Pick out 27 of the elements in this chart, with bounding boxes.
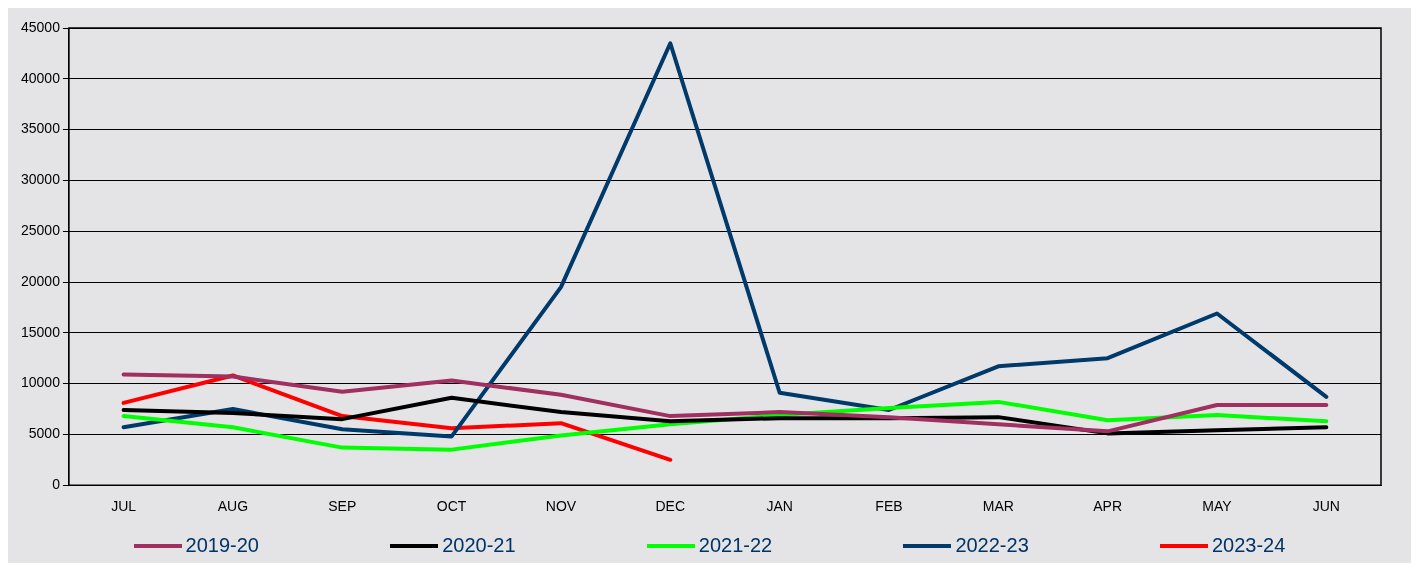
x-tick-label: APR: [1093, 498, 1123, 515]
y-tick-label: 5000: [28, 425, 61, 442]
x-tick-label: JAN: [766, 498, 793, 515]
y-tick-label: 15000: [20, 323, 61, 340]
x-tick-label: MAR: [982, 498, 1014, 515]
legend-label: 2019-20: [185, 534, 259, 557]
y-tick-label: 10000: [20, 374, 61, 391]
x-tick-label: DEC: [655, 498, 686, 515]
legend-label: 2023-24: [1211, 534, 1286, 557]
x-tick-label: MAY: [1202, 498, 1233, 515]
x-tick-label: NOV: [545, 498, 577, 515]
x-tick-label: JUN: [1312, 498, 1340, 515]
x-tick-label: FEB: [875, 498, 903, 515]
legend-label: 2020-21: [442, 534, 516, 557]
y-tick-label: 20000: [20, 272, 61, 289]
x-tick-label: JUL: [111, 498, 137, 515]
y-tick-label: 30000: [20, 171, 61, 188]
y-tick-label: 40000: [20, 69, 61, 86]
legend-label: 2021-22: [698, 534, 773, 557]
y-tick-label: 25000: [20, 222, 61, 239]
y-tick-label: 45000: [20, 18, 61, 35]
legend-label: 2022-23: [955, 534, 1029, 557]
x-tick-label: OCT: [436, 498, 467, 515]
y-tick-label: 0: [52, 476, 61, 493]
x-tick-label: AUG: [217, 498, 249, 515]
y-tick-label: 35000: [20, 120, 61, 137]
x-tick-label: SEP: [328, 498, 357, 515]
